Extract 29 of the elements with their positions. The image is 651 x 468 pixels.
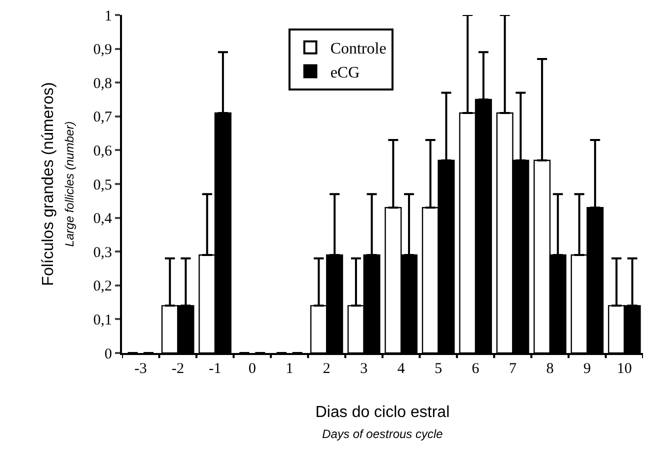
y-tick-label: 0,6 <box>93 143 112 160</box>
x-tick-label: 3 <box>360 361 368 377</box>
x-tick-label: 10 <box>616 361 632 377</box>
y-tick-label: 0,2 <box>93 278 112 295</box>
x-tick-label: 4 <box>397 361 406 377</box>
y-tick-label: 0,7 <box>93 110 112 126</box>
y-tick-label: 0 <box>104 346 112 362</box>
x-tick-label: -3 <box>134 361 147 377</box>
legend-label: Controle <box>330 40 386 58</box>
y-tick-label: 0,8 <box>93 76 112 92</box>
legend-label: eCG <box>330 64 360 82</box>
x-tick-label: -2 <box>172 361 184 377</box>
x-tick-label: 7 <box>509 361 517 377</box>
x-tick-label: -1 <box>208 361 222 377</box>
y-tick-label: 0,4 <box>93 211 112 228</box>
x-axis-title: Dias do ciclo estral Days of oestrous cycle <box>315 404 450 441</box>
x-tick-label: 0 <box>248 361 256 377</box>
x-tick-label: 2 <box>322 361 330 377</box>
x-tick-label: 5 <box>434 361 442 377</box>
y-axis-title: Folículos grandes (números) Large follicles (number) <box>40 82 77 286</box>
x-tick-label: 1 <box>286 361 294 377</box>
x-tick-label: 8 <box>546 361 554 377</box>
x-tick-label: 6 <box>472 361 480 377</box>
y-tick-label: 0,5 <box>93 177 112 194</box>
y-tick-label: 0,1 <box>93 312 112 328</box>
y-tick-label: 0,3 <box>93 244 112 261</box>
y-tick-label: 1 <box>104 8 112 24</box>
x-tick-label: 9 <box>583 361 591 377</box>
y-tick-label: 0,9 <box>93 42 112 58</box>
